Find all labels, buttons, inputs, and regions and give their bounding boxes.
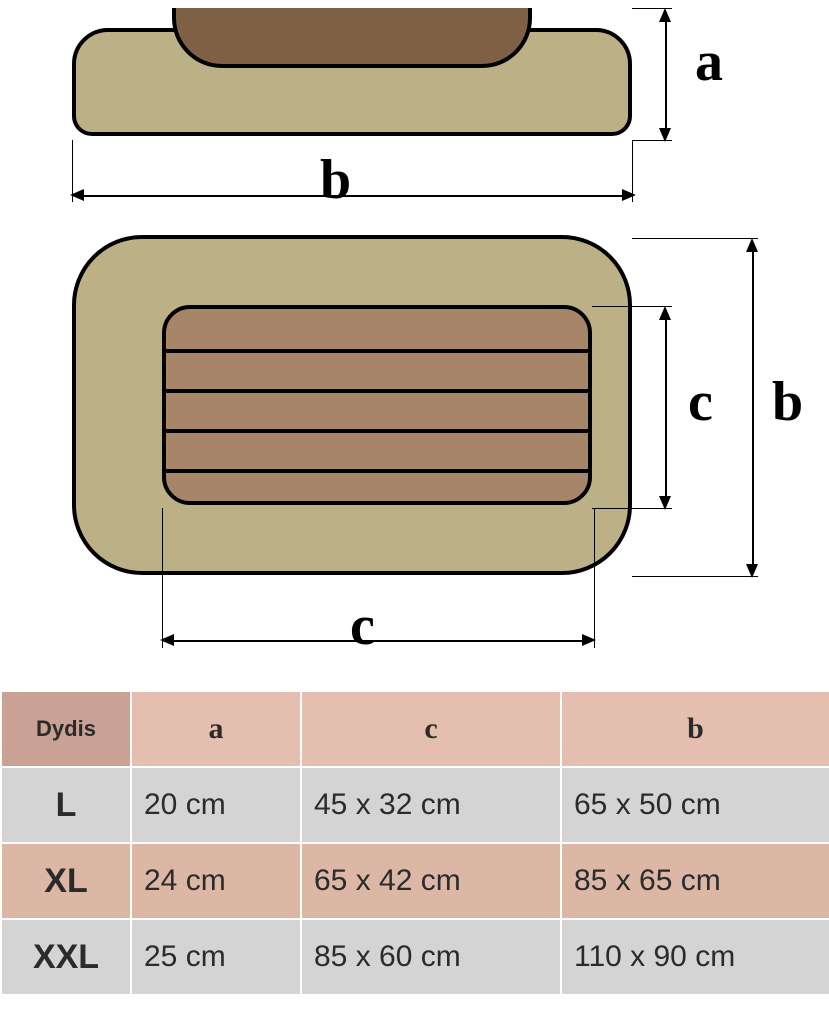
dim-b1-tick-r (632, 140, 633, 202)
header-size: Dydis (1, 691, 131, 767)
dimension-diagram: a b c b c (0, 0, 829, 690)
cell-a: 25 cm (131, 919, 301, 995)
cell-size: XL (1, 843, 131, 919)
dim-label-b-v: b (772, 370, 803, 434)
dim-b-v-tick-t (632, 238, 758, 239)
cell-size: L (1, 767, 131, 843)
cell-c: 45 x 32 cm (301, 767, 561, 843)
top-view-cushion (162, 305, 592, 505)
side-view-cushion (172, 8, 532, 68)
header-a: a (131, 691, 301, 767)
table-row: XL 24 cm 65 x 42 cm 85 x 65 cm (1, 843, 829, 919)
size-table: Dydis a c b L 20 cm 45 x 32 cm 65 x 50 c… (0, 690, 829, 996)
table-header-row: Dydis a c b (1, 691, 829, 767)
side-view (72, 8, 632, 136)
table-row: L 20 cm 45 x 32 cm 65 x 50 cm (1, 767, 829, 843)
dim-c-h-tick-r (594, 508, 595, 648)
dim-a-arrow-up (659, 8, 671, 22)
cell-b: 110 x 90 cm (561, 919, 829, 995)
cushion-stripe (166, 429, 588, 433)
dim-b1-line (80, 195, 626, 197)
dim-c-v-tick-b (592, 508, 672, 509)
dim-b-v-tick-b (632, 576, 758, 577)
table-row: XXL 25 cm 85 x 60 cm 110 x 90 cm (1, 919, 829, 995)
cell-b: 85 x 65 cm (561, 843, 829, 919)
dim-label-c-v: c (688, 370, 713, 434)
dim-a-tick-bot (632, 140, 672, 141)
dim-b-v-arrow-up (746, 238, 758, 252)
header-c: c (301, 691, 561, 767)
dim-a-tick-top (632, 8, 672, 9)
cushion-stripe (166, 389, 588, 393)
dim-b1-tick-l (72, 140, 73, 202)
dim-c-v-tick-t (592, 306, 672, 307)
dim-label-c-h: c (350, 594, 375, 658)
cell-size: XXL (1, 919, 131, 995)
dim-c-h-tick-l (162, 508, 163, 648)
cushion-stripe (166, 469, 588, 473)
dim-c-v-arrow-up (659, 306, 671, 320)
dim-c-v-line (665, 312, 667, 500)
dim-b1-arrow-r (622, 189, 636, 201)
dim-label-a: a (695, 30, 723, 94)
cell-a: 20 cm (131, 767, 301, 843)
cell-c: 65 x 42 cm (301, 843, 561, 919)
dim-label-b-side: b (320, 148, 351, 212)
dim-c-h-line (170, 640, 586, 642)
header-b: b (561, 691, 829, 767)
dim-a-line (665, 14, 667, 132)
cell-c: 85 x 60 cm (301, 919, 561, 995)
top-view (72, 235, 632, 575)
dim-b-v-line (752, 244, 754, 568)
cushion-stripe (166, 349, 588, 353)
cell-a: 24 cm (131, 843, 301, 919)
cell-b: 65 x 50 cm (561, 767, 829, 843)
